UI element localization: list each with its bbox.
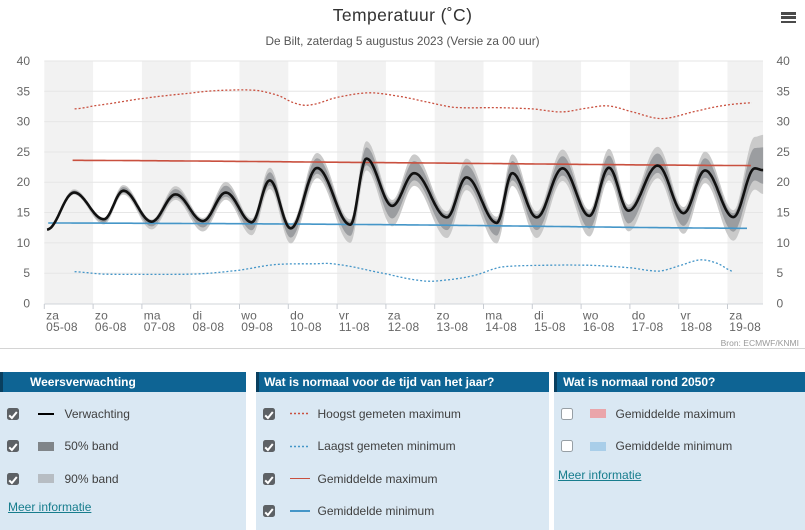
svg-text:25: 25 — [17, 145, 31, 159]
svg-text:12-08: 12-08 — [388, 320, 420, 334]
svg-text:10: 10 — [777, 236, 791, 250]
svg-text:wo: wo — [582, 308, 599, 322]
svg-text:05-08: 05-08 — [46, 320, 78, 334]
svg-text:35: 35 — [17, 84, 31, 98]
svg-text:di: di — [193, 308, 203, 322]
svg-text:0: 0 — [777, 297, 784, 311]
svg-text:do: do — [632, 308, 646, 322]
svg-text:35: 35 — [777, 84, 791, 98]
svg-text:18-08: 18-08 — [681, 320, 713, 334]
svg-text:do: do — [290, 308, 304, 322]
svg-text:za: za — [388, 308, 401, 322]
svg-text:zo: zo — [437, 308, 450, 322]
svg-text:vr: vr — [681, 308, 691, 322]
svg-text:15: 15 — [777, 206, 791, 220]
svg-text:17-08: 17-08 — [632, 320, 664, 334]
svg-text:08-08: 08-08 — [193, 320, 225, 334]
svg-text:5: 5 — [23, 266, 30, 280]
svg-text:15-08: 15-08 — [534, 320, 566, 334]
svg-text:20: 20 — [777, 175, 791, 189]
svg-text:Bron: ECMWF/KNMI: Bron: ECMWF/KNMI — [721, 338, 799, 348]
svg-text:11-08: 11-08 — [339, 320, 370, 334]
svg-text:10: 10 — [17, 236, 31, 250]
svg-text:za: za — [46, 308, 59, 322]
svg-text:25: 25 — [777, 145, 791, 159]
svg-text:ma: ma — [485, 308, 502, 322]
svg-text:40: 40 — [777, 54, 791, 68]
svg-text:30: 30 — [777, 115, 791, 129]
svg-text:13-08: 13-08 — [437, 320, 469, 334]
svg-text:zo: zo — [95, 308, 108, 322]
svg-text:20: 20 — [17, 175, 31, 189]
svg-text:di: di — [534, 308, 544, 322]
svg-text:14-08: 14-08 — [485, 320, 517, 334]
svg-text:10-08: 10-08 — [290, 320, 322, 334]
svg-text:07-08: 07-08 — [144, 320, 176, 334]
svg-text:06-08: 06-08 — [95, 320, 127, 334]
svg-text:30: 30 — [17, 115, 31, 129]
svg-text:16-08: 16-08 — [583, 320, 615, 334]
svg-text:wo: wo — [240, 308, 257, 322]
svg-text:za: za — [729, 308, 742, 322]
svg-text:15: 15 — [17, 206, 31, 220]
svg-text:19-08: 19-08 — [729, 320, 761, 334]
svg-text:0: 0 — [23, 297, 30, 311]
svg-text:09-08: 09-08 — [241, 320, 273, 334]
svg-text:40: 40 — [17, 54, 31, 68]
svg-text:vr: vr — [339, 308, 349, 322]
svg-text:ma: ma — [144, 308, 161, 322]
svg-text:5: 5 — [777, 266, 784, 280]
